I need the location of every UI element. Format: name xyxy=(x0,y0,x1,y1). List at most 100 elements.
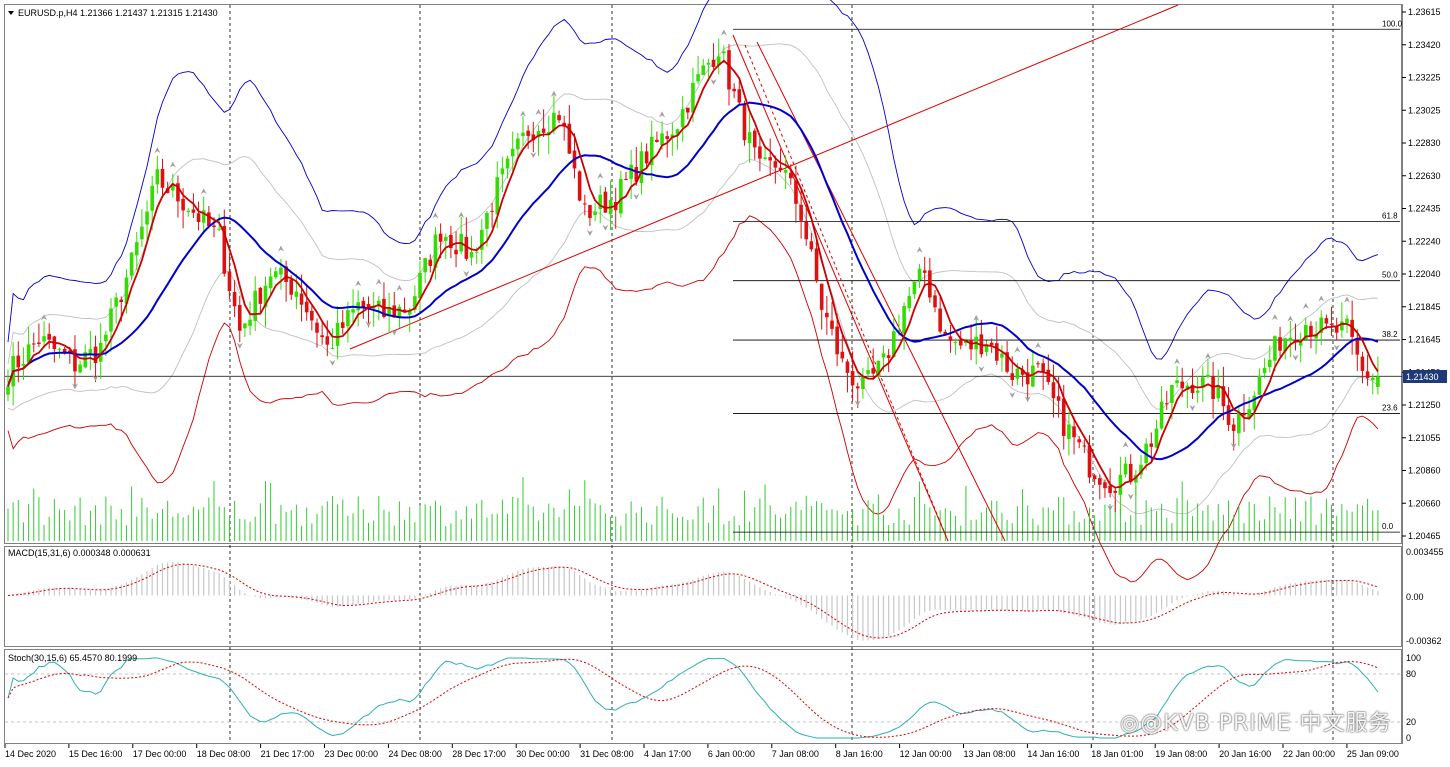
candle xyxy=(346,301,350,343)
candle xyxy=(26,327,31,365)
time-tick-label: 23 Dec 00:00 xyxy=(325,749,379,759)
candle xyxy=(624,171,628,181)
candle xyxy=(758,135,762,172)
candle xyxy=(443,233,448,260)
candle xyxy=(773,155,778,184)
fractal-down-icon xyxy=(1230,442,1237,449)
candle xyxy=(73,335,77,389)
candle-body xyxy=(660,133,664,146)
candle xyxy=(356,290,360,327)
candle-body xyxy=(629,164,633,179)
candle xyxy=(191,193,196,219)
candle-body xyxy=(1139,464,1143,475)
candle xyxy=(1067,411,1071,456)
candle-body xyxy=(917,268,922,281)
fractal-down-icon xyxy=(1189,405,1196,412)
candle-body xyxy=(490,210,494,212)
candle-body xyxy=(1376,376,1380,387)
candle-body xyxy=(1370,377,1375,381)
candle-body xyxy=(1103,482,1107,489)
candlesticks xyxy=(6,38,1380,515)
candle-body xyxy=(943,331,948,336)
candle xyxy=(243,323,247,337)
time-tick-label: 14 Dec 2020 xyxy=(5,749,56,759)
candle-body xyxy=(1010,373,1015,380)
candle-body xyxy=(299,293,304,305)
candle-body xyxy=(1087,445,1092,478)
fractal-up-icon xyxy=(1318,295,1325,302)
candle-body xyxy=(304,301,309,313)
fib-level-label: 0.0 xyxy=(1382,522,1394,531)
fractal-down-icon xyxy=(530,152,537,159)
candle-body xyxy=(1067,424,1071,439)
candle xyxy=(1000,345,1004,372)
candle xyxy=(232,280,237,318)
candle-body xyxy=(922,270,927,273)
candle-body xyxy=(402,309,407,312)
candle xyxy=(469,235,474,266)
price-tick-label: 1.22040 xyxy=(1408,269,1441,279)
trendlines[interactable] xyxy=(5,4,1402,542)
stochastic-indicator xyxy=(5,657,1402,739)
candle-body xyxy=(989,342,994,345)
candle-body xyxy=(1015,368,1020,379)
candle-body xyxy=(701,65,706,75)
candle-body xyxy=(469,252,474,258)
candle-body xyxy=(37,342,41,344)
candle-body xyxy=(691,82,695,113)
fractal-down-icon xyxy=(463,270,470,277)
candle-body xyxy=(340,322,345,328)
candle-body xyxy=(1242,414,1246,416)
time-tick-label: 28 Dec 17:00 xyxy=(452,749,506,759)
candle xyxy=(742,100,747,146)
chevron-down-icon[interactable] xyxy=(8,11,14,15)
candle xyxy=(871,348,875,378)
candle xyxy=(835,313,839,367)
candle xyxy=(613,187,618,229)
candle-body xyxy=(778,167,783,171)
fractal-down-icon xyxy=(71,383,78,390)
candle xyxy=(1005,341,1009,374)
candle xyxy=(727,44,731,106)
candle-body xyxy=(938,308,942,332)
candle-body xyxy=(1041,363,1045,372)
candle xyxy=(145,200,149,241)
candle xyxy=(1242,394,1246,432)
fractal-up-icon xyxy=(1014,346,1021,353)
fibonacci-retracement[interactable]: 100.0 61.8 50.0 38.2 23.6 0.0 xyxy=(733,19,1403,533)
fib-level-label: 50.0 xyxy=(1382,271,1398,280)
candle xyxy=(778,148,783,173)
time-tick-label: 4 Jan 17:00 xyxy=(644,749,691,759)
candle xyxy=(1309,321,1313,349)
candle-body xyxy=(855,386,860,389)
fractal-down-icon xyxy=(586,229,593,236)
outer-band-top xyxy=(7,0,1379,360)
candle xyxy=(655,131,659,143)
candle xyxy=(1252,391,1257,430)
price-tick-label: 1.23615 xyxy=(1408,7,1441,17)
candle xyxy=(253,276,257,331)
fractal-up-icon xyxy=(432,212,439,219)
candle xyxy=(392,291,397,318)
fractal-up-icon xyxy=(200,188,207,195)
candle-body xyxy=(217,228,221,230)
candle xyxy=(237,295,242,343)
candle xyxy=(510,131,515,171)
candle-body xyxy=(377,300,381,306)
fractal-up-icon xyxy=(1035,342,1041,349)
candle-body xyxy=(140,226,144,240)
candle-body xyxy=(21,363,26,366)
candle-body xyxy=(227,271,232,291)
time-tick-label: 15 Dec 16:00 xyxy=(69,749,123,759)
candle-body xyxy=(1149,443,1154,447)
candle-body xyxy=(768,157,772,161)
candle-body xyxy=(68,350,72,353)
macd-signal-line xyxy=(7,563,1379,639)
candle-body xyxy=(6,386,10,395)
candle xyxy=(454,231,458,268)
candle-body xyxy=(1355,339,1360,355)
candle-body xyxy=(500,168,505,175)
candle xyxy=(1334,317,1339,341)
candle-body xyxy=(876,360,881,377)
